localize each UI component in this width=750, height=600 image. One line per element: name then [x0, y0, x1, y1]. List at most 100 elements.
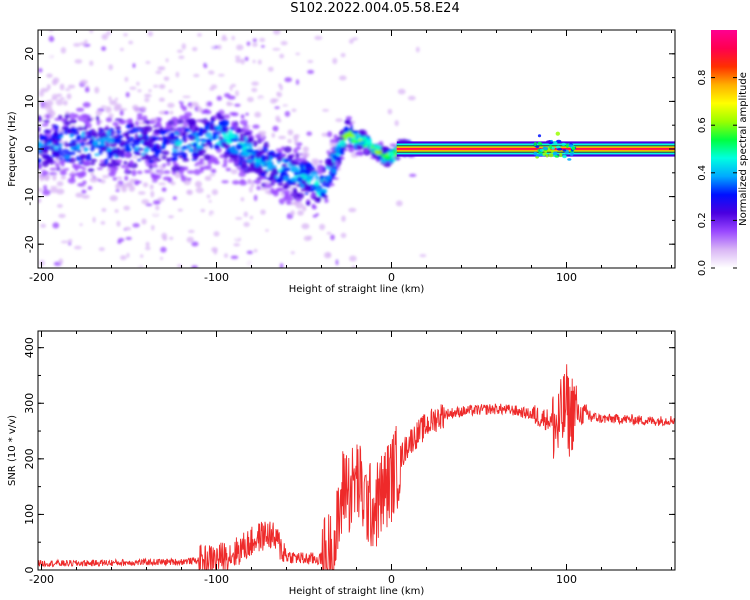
heatmap-cell [149, 184, 154, 190]
heatmap-cell [145, 155, 151, 161]
heatmap-cell [326, 252, 331, 257]
heatmap-cell [326, 231, 332, 235]
heatmap-cell [145, 203, 153, 207]
heatmap-cell [259, 131, 267, 135]
heatmap-cell [60, 118, 66, 122]
heatmap-cell [341, 215, 346, 222]
heatmap-cell [100, 221, 106, 225]
heatmap-cell [208, 124, 215, 131]
heatmap-cell [191, 153, 198, 156]
heatmap-cell [290, 251, 295, 255]
heatmap-cell [204, 138, 212, 144]
heatmap-cell [191, 265, 198, 268]
heatmap-cell [255, 133, 262, 139]
heatmap-cell [125, 92, 130, 98]
heatmap-cell [254, 178, 262, 185]
heatmap-cell [147, 31, 153, 37]
heatmap-cell [293, 201, 299, 205]
heatmap-cell [204, 183, 212, 189]
heatmap-cell [260, 154, 266, 161]
heatmap-cell [128, 185, 135, 192]
heatmap-cell [136, 116, 144, 121]
heatmap-cell [145, 125, 153, 132]
heatmap-cell [320, 188, 328, 193]
heatmap-cell [153, 157, 162, 162]
heatmap-cell [278, 175, 284, 181]
heatmap-cell [90, 172, 95, 177]
heatmap-cell [357, 141, 366, 146]
heatmap-cell [284, 105, 289, 109]
heatmap-cell [114, 118, 123, 121]
heatmap-cell [324, 158, 333, 165]
heatmap-cell [278, 83, 282, 88]
heatmap-cell [95, 110, 103, 116]
heatmap-cell [243, 222, 250, 227]
heatmap-cell [181, 145, 188, 149]
heatmap-cell [75, 131, 79, 135]
heatmap-cell [55, 99, 64, 106]
heatmap-cell [314, 35, 323, 40]
heatmap-cell [48, 53, 53, 59]
spectrogram-ytick-label: 20 [23, 47, 36, 61]
heatmap-cell [115, 150, 124, 157]
heatmap-cell [284, 158, 288, 163]
heatmap-cell [98, 132, 105, 139]
heatmap-cell [279, 263, 284, 268]
heatmap-cell [268, 66, 274, 72]
heatmap-cell [221, 37, 228, 41]
heatmap-cell [222, 132, 227, 138]
heatmap-cell [177, 264, 183, 268]
heatmap-cell [60, 240, 69, 244]
heatmap-cell [75, 212, 84, 219]
heatmap-cell [175, 32, 180, 38]
heatmap-cell [276, 92, 283, 98]
heatmap-cell [187, 170, 195, 174]
heatmap-cell [339, 129, 345, 136]
heatmap-cell [294, 157, 302, 163]
heatmap-cell [287, 129, 294, 136]
heatmap-cell [63, 100, 68, 106]
heatmap-cell [77, 172, 85, 179]
heatmap-cell [52, 173, 57, 181]
heatmap-cell [275, 148, 283, 153]
heatmap-cell [303, 235, 311, 241]
heatmap-cell [69, 112, 76, 120]
heatmap-cell [387, 108, 393, 115]
heatmap-cell [56, 93, 63, 98]
heatmap-cell [148, 89, 152, 93]
spectrogram-ytick-label: 0 [23, 146, 36, 153]
heatmap-cell [407, 95, 416, 101]
heatmap-cell [555, 131, 560, 136]
heatmap-cell [306, 131, 313, 136]
heatmap-cell [153, 200, 161, 205]
spectrogram-xtick-label: -200 [29, 271, 54, 284]
heatmap-cell [144, 97, 150, 103]
heatmap-cell [141, 155, 146, 160]
heatmap-cell [548, 153, 554, 158]
heatmap-cell [295, 197, 302, 203]
heatmap-cell [105, 106, 112, 113]
heatmap-cell [367, 145, 371, 150]
heatmap-cell [101, 175, 110, 179]
heatmap-cell [175, 71, 180, 78]
heatmap-cell [164, 111, 169, 115]
heatmap-cell [257, 166, 263, 173]
heatmap-cell [87, 186, 93, 190]
heatmap-cell [41, 123, 49, 127]
heatmap-cell [305, 201, 311, 206]
heatmap-cell [278, 135, 286, 140]
heatmap-cell [214, 161, 220, 165]
heatmap-cell [47, 159, 55, 163]
heatmap-cell [345, 116, 352, 121]
heatmap-cell [292, 162, 301, 166]
heatmap-cell [58, 115, 63, 120]
heatmap-cell [46, 84, 51, 90]
heatmap-cell [103, 127, 109, 131]
heatmap-cell [168, 215, 174, 219]
heatmap-cell [145, 141, 154, 148]
heatmap-cell [307, 60, 314, 63]
snr-line-layer [38, 364, 675, 570]
heatmap-cell [230, 255, 239, 260]
heatmap-cell [208, 70, 215, 75]
heatmap-cell [230, 169, 238, 175]
